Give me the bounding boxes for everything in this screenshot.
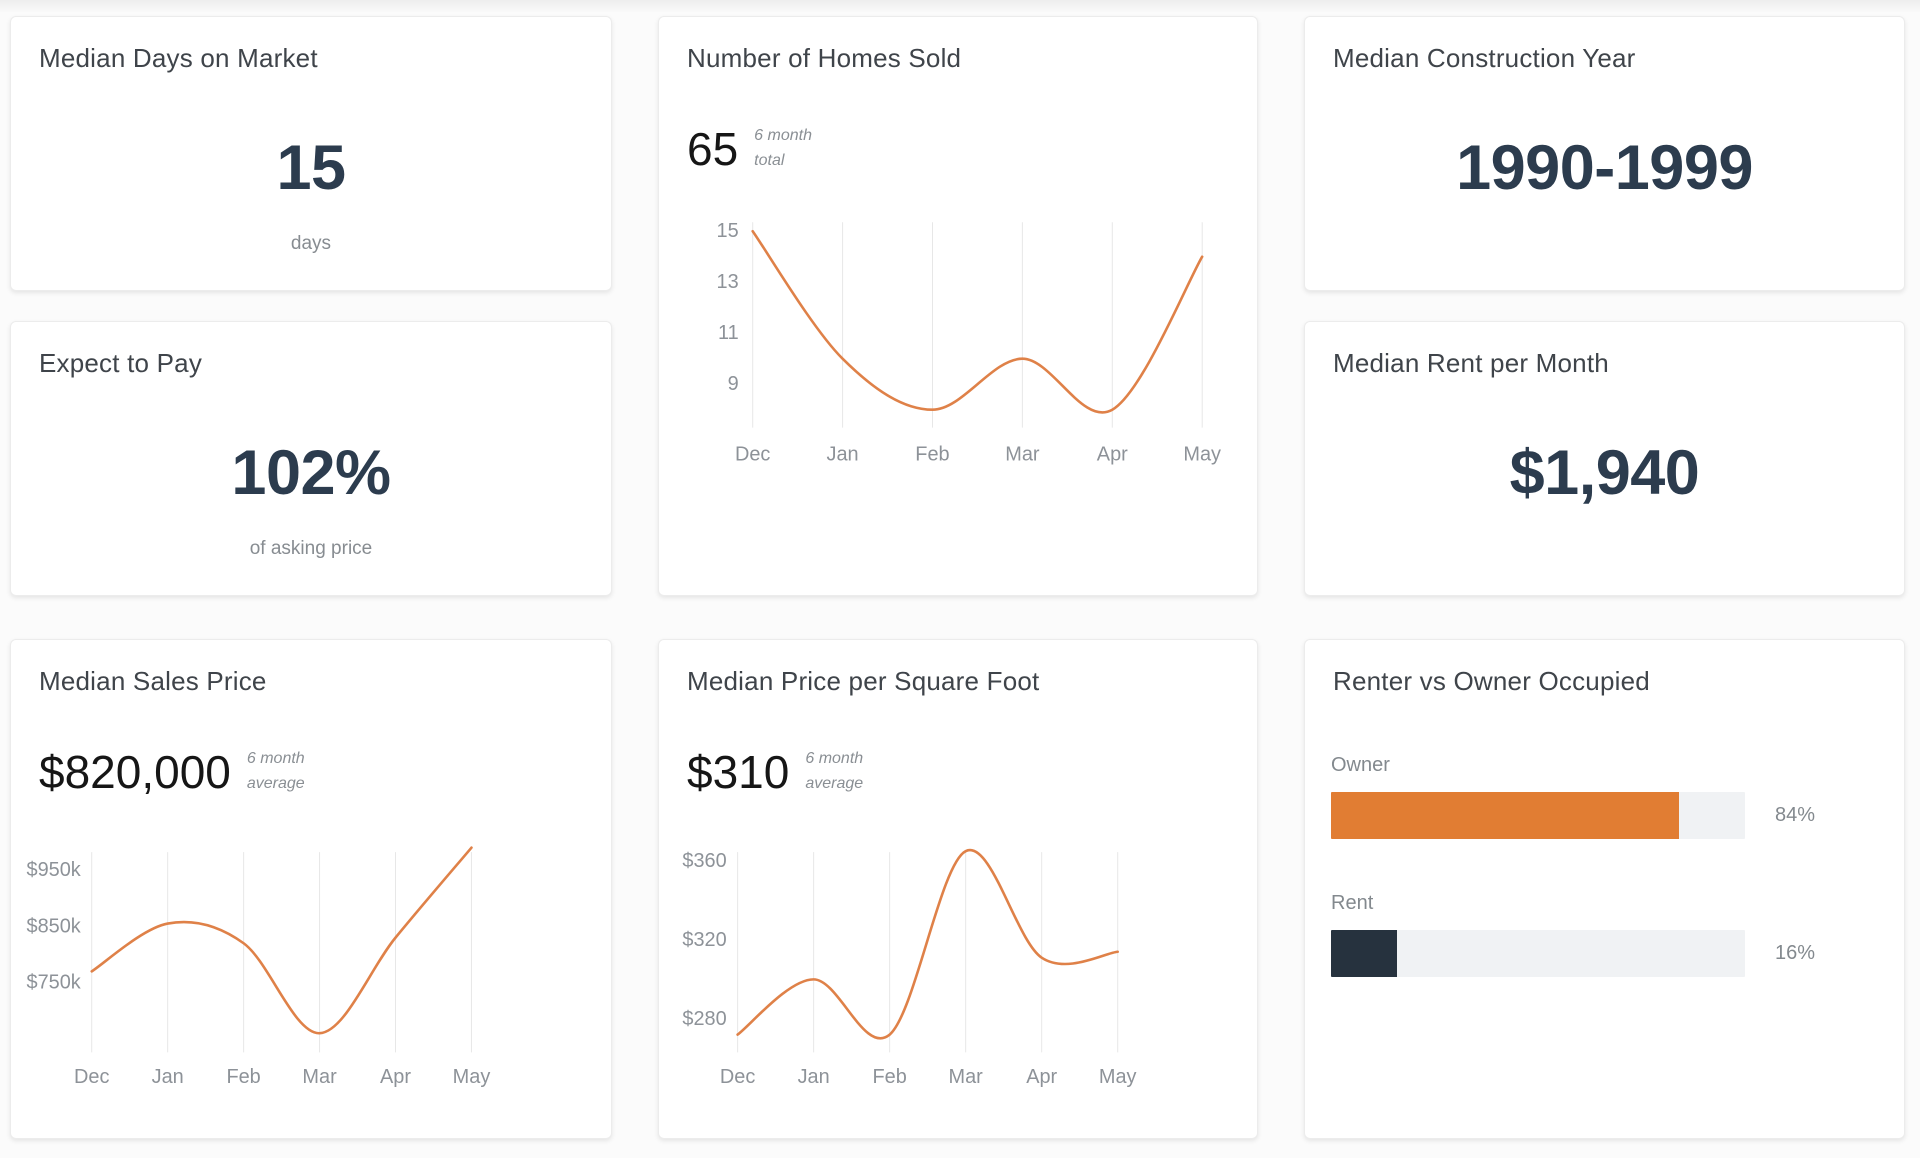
svg-text:9: 9 bbox=[728, 373, 739, 395]
card-number-of-homes-sold: Number of Homes Sold 65 6 month total De… bbox=[658, 16, 1258, 596]
rent-bar-label: Rent bbox=[1331, 892, 1374, 915]
days-on-market-value: 15 bbox=[276, 133, 346, 203]
expect-to-pay-value: 102% bbox=[231, 438, 391, 508]
stat-note-line1: 6 month bbox=[754, 127, 812, 145]
svg-text:$280: $280 bbox=[682, 1008, 726, 1030]
page-top-edge bbox=[0, 0, 1920, 12]
card-median-price-per-square-foot: Median Price per Square Foot $310 6 mont… bbox=[658, 639, 1258, 1139]
svg-text:Dec: Dec bbox=[74, 1066, 109, 1088]
owner-bar-track bbox=[1331, 792, 1745, 840]
svg-text:Apr: Apr bbox=[1026, 1066, 1057, 1088]
card-title-days-on-market: Median Days on Market bbox=[39, 43, 318, 73]
svg-text:15: 15 bbox=[717, 220, 739, 242]
price-per-sqft-line-chart: Dec Jan Feb Mar Apr May $360 $320 $280 bbox=[682, 848, 1137, 1088]
svg-text:Jan: Jan bbox=[827, 443, 859, 465]
svg-text:Dec: Dec bbox=[720, 1066, 755, 1088]
svg-text:May: May bbox=[453, 1066, 491, 1088]
card-renter-vs-owner-occupied: Renter vs Owner Occupied Owner 84% Rent … bbox=[1304, 639, 1905, 1139]
card-median-construction-year: Median Construction Year 1990-1999 bbox=[1304, 16, 1905, 291]
rent-bar-track bbox=[1331, 930, 1745, 978]
construction-year-stat: 1990-1999 bbox=[1305, 137, 1904, 200]
homes-sold-total-value: 65 bbox=[687, 123, 739, 176]
svg-text:$950k: $950k bbox=[26, 859, 80, 881]
svg-text:Jan: Jan bbox=[798, 1066, 830, 1088]
rent-bar-fill bbox=[1331, 930, 1398, 978]
svg-text:May: May bbox=[1183, 443, 1221, 465]
homes-sold-line-chart: Dec Jan Feb Mar Apr May 15 13 11 9 bbox=[717, 220, 1221, 465]
days-on-market-caption: days bbox=[290, 233, 332, 254]
svg-text:$320: $320 bbox=[682, 929, 726, 951]
rent-bar-percentage: 16% bbox=[1775, 942, 1816, 965]
sales-price-line-chart: Dec Jan Feb Mar Apr May $950k $850k $750k bbox=[26, 846, 491, 1088]
card-title-construction-year: Median Construction Year bbox=[1333, 43, 1636, 73]
owner-bar-fill bbox=[1331, 792, 1679, 840]
svg-text:Feb: Feb bbox=[226, 1066, 260, 1088]
card-title-homes-sold: Number of Homes Sold bbox=[687, 43, 962, 73]
card-expect-to-pay: Expect to Pay 102% of asking price bbox=[10, 321, 612, 596]
column-middle: Number of Homes Sold 65 6 month total De… bbox=[658, 16, 1258, 1139]
svg-text:$850k: $850k bbox=[26, 915, 80, 937]
sales-price-average-value: $820,000 bbox=[39, 746, 231, 799]
svg-text:13: 13 bbox=[717, 271, 739, 293]
svg-text:Feb: Feb bbox=[915, 443, 949, 465]
card-median-days-on-market: Median Days on Market 15 days bbox=[10, 16, 612, 291]
card-title-renter-vs-owner: Renter vs Owner Occupied bbox=[1333, 666, 1650, 696]
svg-text:Mar: Mar bbox=[1005, 443, 1040, 465]
card-title-expect-to-pay: Expect to Pay bbox=[39, 348, 203, 378]
sales-price-stat-note: 6 month average bbox=[247, 747, 305, 797]
svg-text:Feb: Feb bbox=[872, 1066, 906, 1088]
svg-text:$750k: $750k bbox=[26, 972, 80, 994]
real-estate-stats-dashboard: Median Days on Market 15 days Expect to … bbox=[0, 12, 1920, 1139]
card-title-sales-price: Median Sales Price bbox=[39, 666, 267, 696]
owner-bar-percentage: 84% bbox=[1775, 804, 1816, 827]
price-per-sqft-average-value: $310 bbox=[687, 746, 790, 799]
owner-bar-label: Owner bbox=[1331, 754, 1390, 777]
price-per-sqft-stat-note: 6 month average bbox=[805, 747, 863, 797]
sales-price-stat: $820,000 6 month average bbox=[11, 749, 611, 797]
rent-bar-row: 16% bbox=[1331, 930, 1878, 978]
column-right: Median Construction Year 1990-1999 Media… bbox=[1304, 16, 1905, 1139]
svg-text:$360: $360 bbox=[682, 850, 726, 872]
card-title-rent-per-month: Median Rent per Month bbox=[1333, 348, 1609, 378]
stat-note-line2: average bbox=[805, 774, 864, 792]
homes-sold-stat: 65 6 month total bbox=[659, 126, 1257, 174]
card-title-price-per-sqft: Median Price per Square Foot bbox=[687, 666, 1040, 696]
renter-owner-bar-chart: Owner 84% Rent 16% bbox=[1305, 753, 1904, 978]
svg-text:Mar: Mar bbox=[302, 1066, 337, 1088]
stat-note-line2: total bbox=[754, 151, 785, 169]
card-median-rent-per-month: Median Rent per Month $1,940 bbox=[1304, 321, 1905, 596]
price-per-sqft-stat: $310 6 month average bbox=[659, 749, 1257, 797]
stat-note-line1: 6 month bbox=[805, 750, 864, 768]
expect-to-pay-caption: of asking price bbox=[249, 538, 373, 559]
rent-per-month-value: $1,940 bbox=[1509, 438, 1700, 508]
svg-text:Apr: Apr bbox=[1097, 443, 1128, 465]
homes-sold-stat-note: 6 month total bbox=[754, 124, 812, 174]
svg-text:May: May bbox=[1099, 1066, 1137, 1088]
svg-text:Mar: Mar bbox=[949, 1066, 984, 1088]
svg-text:Apr: Apr bbox=[380, 1066, 411, 1088]
stat-note-line: average bbox=[246, 774, 305, 792]
construction-year-value: 1990-1999 bbox=[1456, 133, 1753, 203]
stat-note-line: 6 month bbox=[246, 750, 305, 768]
svg-text:11: 11 bbox=[718, 322, 739, 344]
owner-bar-row: 84% bbox=[1331, 792, 1878, 840]
days-on-market-stat: 15 days bbox=[11, 137, 611, 255]
rent-per-month-stat: $1,940 bbox=[1305, 442, 1904, 505]
svg-text:Dec: Dec bbox=[735, 443, 770, 465]
expect-to-pay-stat: 102% of asking price bbox=[11, 442, 611, 560]
column-left: Median Days on Market 15 days Expect to … bbox=[10, 16, 612, 1139]
svg-text:Jan: Jan bbox=[152, 1066, 184, 1088]
card-median-sales-price: Median Sales Price $820,000 6 month avera… bbox=[10, 639, 612, 1139]
